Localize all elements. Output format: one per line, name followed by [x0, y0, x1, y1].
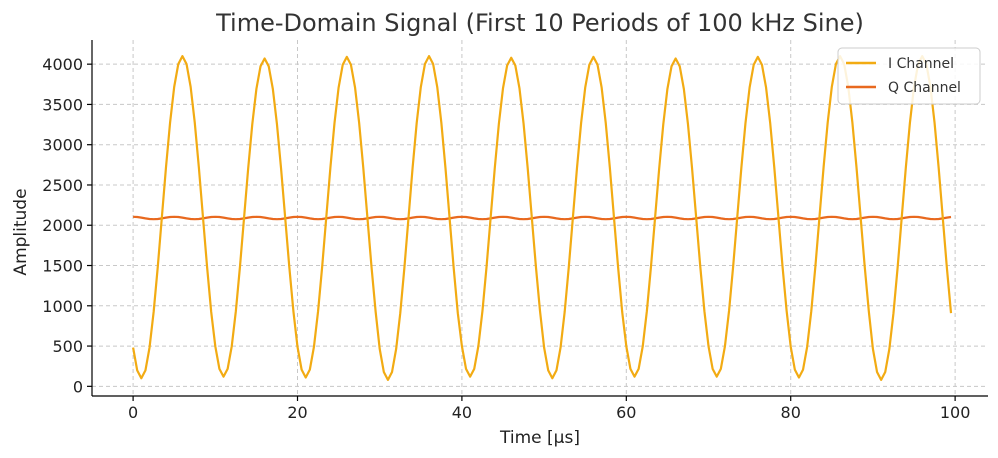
legend-label-q-channel: Q Channel: [888, 80, 961, 96]
x-tick-label: 20: [287, 403, 307, 422]
legend: I Channel Q Channel: [837, 47, 981, 105]
x-tick-label: 40: [452, 403, 472, 422]
y-tick-label: 2000: [42, 216, 83, 235]
x-tick-label: 100: [940, 403, 971, 422]
x-tick-label: 80: [781, 403, 801, 422]
i-channel-series-line: [132, 55, 953, 381]
y-tick-label: 3500: [42, 95, 83, 114]
plot-area: [132, 55, 953, 381]
y-tick-label: 1500: [42, 257, 83, 276]
axes: 0 20 40 60 80 1000500100015002000250030003500…: [42, 40, 988, 422]
y-tick-label: 500: [52, 337, 83, 356]
y-tick-label: 1000: [42, 297, 83, 316]
x-tick-label: 60: [616, 403, 636, 422]
y-axis-label: Amplitude: [11, 188, 31, 275]
x-axis-label: Time [µs]: [499, 428, 580, 448]
x-tick-label: 0: [128, 403, 138, 422]
chart-title: Time-Domain Signal (First 10 Periods of …: [215, 9, 864, 37]
q-channel-series-line: [133, 215, 952, 221]
y-tick-label: 2500: [42, 176, 83, 195]
legend-label-i-channel: I Channel: [888, 56, 954, 72]
y-tick-label: 3000: [42, 136, 83, 155]
y-tick-label: 4000: [42, 55, 83, 74]
y-tick-label: 0: [73, 377, 83, 396]
